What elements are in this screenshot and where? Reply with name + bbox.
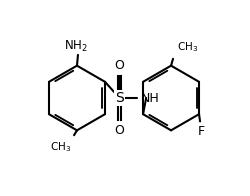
Text: NH$_2$: NH$_2$: [64, 39, 88, 54]
Text: NH: NH: [141, 93, 160, 105]
Text: O: O: [114, 124, 124, 137]
Text: CH$_3$: CH$_3$: [50, 140, 71, 154]
Text: F: F: [198, 125, 204, 138]
Text: S: S: [115, 91, 124, 105]
Text: CH$_3$: CH$_3$: [177, 40, 198, 54]
Text: O: O: [114, 59, 124, 72]
